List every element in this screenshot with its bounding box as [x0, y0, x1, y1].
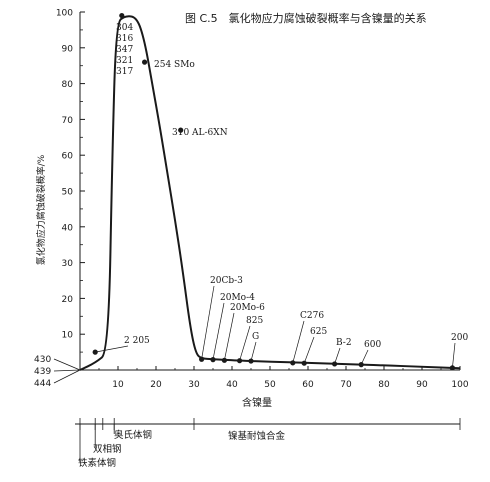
point-label: C276 [300, 311, 324, 321]
point-leader [452, 342, 456, 368]
x-tick-label: 60 [302, 380, 314, 390]
point-leader [292, 320, 305, 363]
point-leader [239, 325, 251, 361]
category-label: 铁素体钢 [78, 457, 116, 469]
point-leader [250, 341, 257, 362]
x-tick-label: 70 [340, 380, 352, 390]
y-tick-label: 10 [62, 331, 74, 341]
point-label: 625 [310, 327, 327, 337]
point-label: 600 [364, 340, 381, 350]
point-label: G [252, 332, 259, 342]
point-label: 825 [246, 316, 263, 326]
low-label: 430 [34, 355, 51, 365]
point-label: 2 205 [124, 336, 150, 346]
point-label: 20Mo-4 [220, 293, 255, 303]
data-point [142, 59, 148, 65]
point-label: 310 AL-6XN [172, 128, 228, 138]
x-tick-label: 30 [188, 380, 200, 390]
point-leader [224, 312, 235, 361]
point-label: 254 SMo [154, 60, 195, 70]
y-tick-label: 80 [62, 80, 74, 90]
y-tick-label: 30 [62, 259, 74, 269]
low-label-leader [53, 369, 81, 372]
categories-group: 铁素体钢 双相钢 奥氏体钢 镍基耐蚀合金 [78, 418, 461, 469]
chart-title: 图 C.5 氯化物应力腐蚀破裂概率与含镍量的关系 [185, 11, 427, 25]
x-tick-label: 10 [112, 380, 124, 390]
ticks-group: 10 20 30 40 50 60 70 80 90 100 10 20 30 40 50 60 70 80 90 1… [56, 9, 469, 391]
points-group: 2 205 304 316 347 321 317 254 SMo 310 AL-6XN 20C… [92, 12, 468, 371]
left-low-labels: 430 439 444 [34, 355, 81, 389]
y-tick-label: 20 [62, 295, 74, 305]
y-tick-label: 60 [62, 152, 74, 162]
point-label: B-2 [336, 338, 352, 348]
category-label: 镍基耐蚀合金 [228, 430, 286, 442]
x-tick-label: 80 [378, 380, 390, 390]
data-point [119, 12, 125, 19]
x-tick-label: 100 [451, 380, 468, 390]
point-leader [212, 302, 225, 360]
low-label-leader [53, 358, 81, 371]
low-label-leader [53, 369, 81, 384]
y-tick-label: 100 [56, 9, 73, 19]
point-label: 20Mo-6 [230, 303, 265, 313]
data-point [178, 127, 184, 133]
y-axis-label: 氯化物应力腐蚀破裂概率/% [35, 154, 47, 265]
x-tick-label: 90 [416, 380, 428, 390]
point-leader [360, 349, 369, 365]
y-tick-label: 40 [62, 223, 74, 233]
category-label: 双相钢 [93, 443, 122, 455]
low-label: 439 [34, 367, 51, 377]
series-group [79, 15, 461, 371]
x-axis-label: 含镍量 [242, 396, 272, 409]
y-tick-label: 50 [62, 188, 74, 198]
x-tick-label: 20 [150, 380, 162, 390]
low-label: 444 [34, 379, 51, 389]
x-tick-label: 50 [264, 380, 276, 390]
point-label: 304 316 347 321 317 [116, 23, 133, 77]
category-label: 奥氏体钢 [114, 429, 152, 441]
y-tick-label: 90 [62, 44, 74, 54]
point-leader [201, 285, 215, 360]
point-label: 20Cb-3 [210, 276, 243, 286]
point-leader [334, 347, 341, 365]
y-tick-label: 70 [62, 116, 74, 126]
series-line [79, 15, 461, 371]
point-leader [303, 336, 315, 364]
point-leader [95, 345, 129, 353]
point-label: 200 [451, 333, 468, 343]
x-tick-label: 40 [226, 380, 238, 390]
